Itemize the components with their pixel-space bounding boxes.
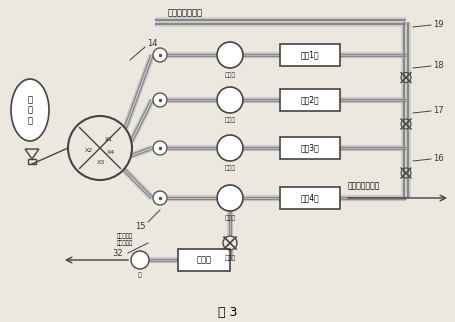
Text: 16: 16 bbox=[432, 154, 443, 163]
Text: X3: X3 bbox=[96, 159, 105, 165]
Text: X1: X1 bbox=[105, 137, 113, 141]
Circle shape bbox=[153, 191, 167, 205]
Text: 配比4室: 配比4室 bbox=[300, 194, 318, 203]
Text: 稀释后待测样液: 稀释后待测样液 bbox=[347, 181, 379, 190]
Circle shape bbox=[217, 185, 243, 211]
Text: X2: X2 bbox=[85, 147, 93, 153]
Text: 15: 15 bbox=[135, 222, 145, 231]
Bar bbox=[279, 89, 339, 111]
Bar bbox=[279, 137, 339, 159]
Text: 采送器: 采送器 bbox=[224, 215, 235, 221]
Text: 14: 14 bbox=[147, 39, 157, 48]
Text: 泵: 泵 bbox=[138, 272, 142, 278]
Text: 采送器: 采送器 bbox=[224, 165, 235, 171]
Text: 排空阀: 排空阀 bbox=[224, 255, 235, 260]
Circle shape bbox=[153, 141, 167, 155]
Circle shape bbox=[217, 42, 243, 68]
Text: 32: 32 bbox=[112, 249, 123, 258]
Text: X4: X4 bbox=[106, 149, 115, 155]
Text: 稀
释
剂: 稀 释 剂 bbox=[27, 95, 32, 125]
Bar bbox=[177, 249, 229, 271]
Bar bbox=[28, 159, 36, 164]
Circle shape bbox=[153, 93, 167, 107]
Text: 17: 17 bbox=[432, 106, 443, 115]
Text: 配比2室: 配比2室 bbox=[300, 96, 318, 105]
Ellipse shape bbox=[11, 79, 49, 141]
Text: 19: 19 bbox=[432, 20, 443, 29]
Text: 反应池待测样液: 反应池待测样液 bbox=[167, 8, 202, 17]
Text: 废料池: 废料池 bbox=[196, 255, 211, 264]
Text: 图 3: 图 3 bbox=[218, 306, 237, 318]
Circle shape bbox=[153, 48, 167, 62]
Circle shape bbox=[131, 251, 149, 269]
Circle shape bbox=[217, 87, 243, 113]
Text: 采送器: 采送器 bbox=[224, 72, 235, 78]
Text: 配比3室: 配比3室 bbox=[300, 144, 318, 153]
Bar bbox=[279, 187, 339, 209]
Circle shape bbox=[217, 135, 243, 161]
Text: 配比1室: 配比1室 bbox=[300, 51, 318, 60]
Text: 18: 18 bbox=[432, 61, 443, 70]
Text: 废样和洗净
药液反应池: 废样和洗净 药液反应池 bbox=[116, 234, 133, 246]
Bar bbox=[279, 44, 339, 66]
Text: 采送器: 采送器 bbox=[224, 117, 235, 123]
